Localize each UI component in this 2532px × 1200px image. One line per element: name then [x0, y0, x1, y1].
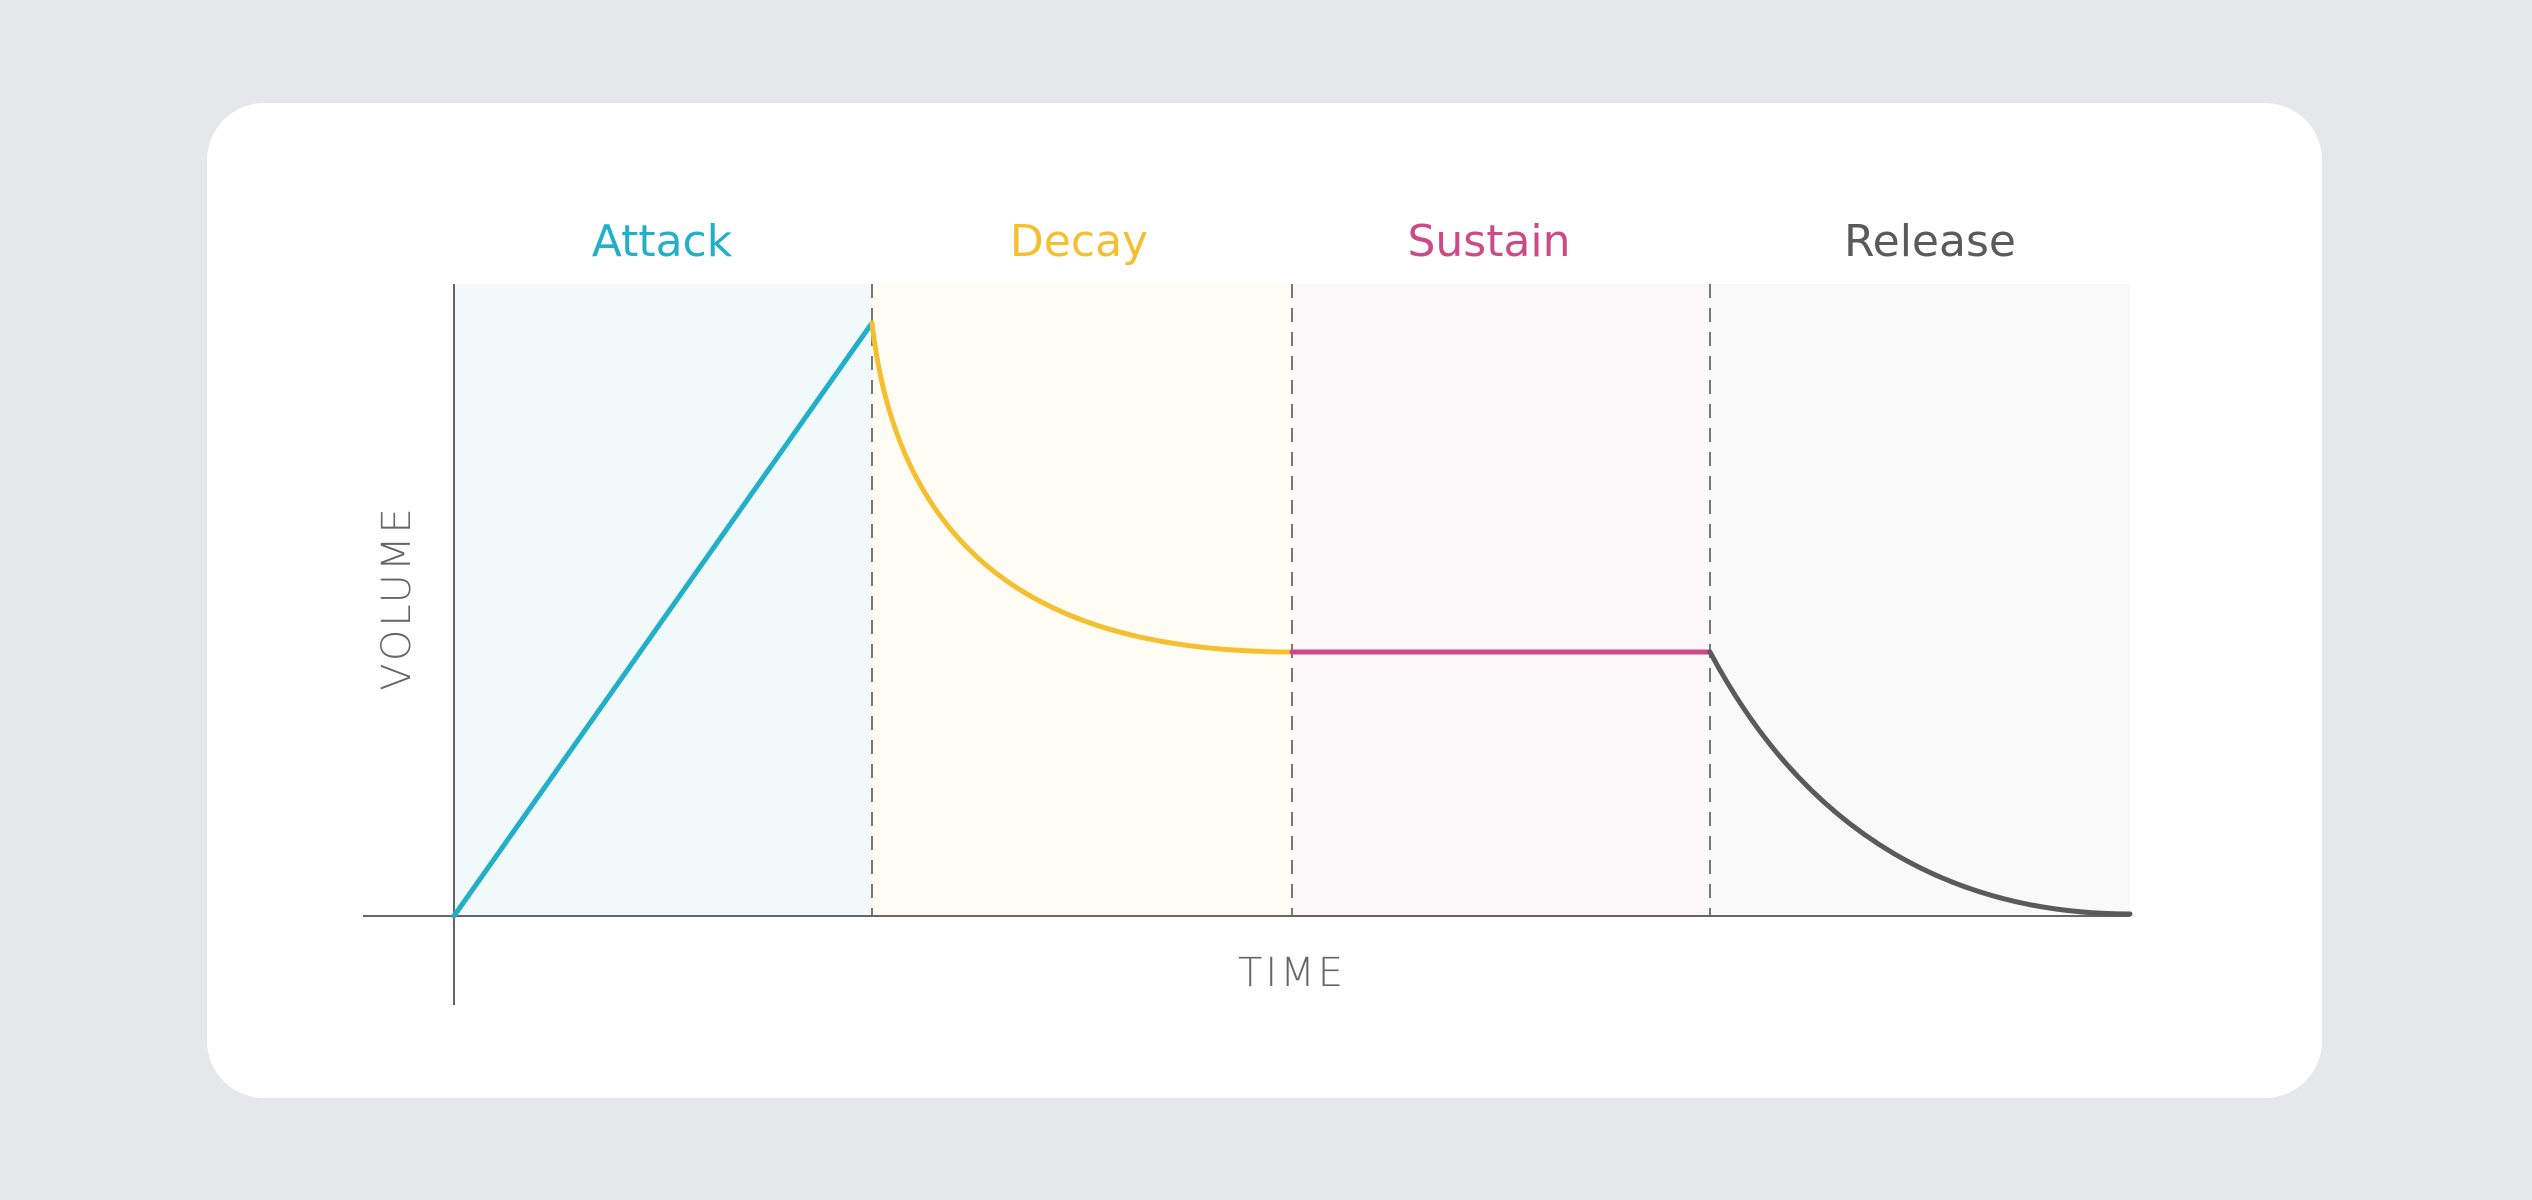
- release-region: [1710, 284, 2130, 916]
- sustain-region: [1292, 284, 1710, 916]
- phase-label: Sustain: [1407, 216, 1570, 267]
- attack-region: [454, 284, 872, 916]
- envelope: [451, 320, 2133, 919]
- release-curve: [1707, 649, 2133, 917]
- decay-curve: [869, 320, 1295, 655]
- decay-region: [872, 284, 1292, 916]
- phase-label: Release: [1844, 216, 2016, 267]
- dividers: [871, 284, 1711, 916]
- y-axis-label: VOLUME: [374, 505, 420, 691]
- phase-label: Attack: [592, 216, 733, 267]
- attack-curve: [451, 320, 875, 919]
- phase-label: Decay: [1010, 216, 1148, 267]
- x-axis-label: TIME: [1238, 950, 1346, 996]
